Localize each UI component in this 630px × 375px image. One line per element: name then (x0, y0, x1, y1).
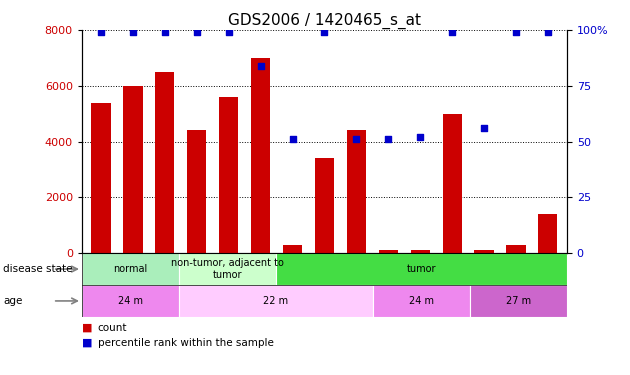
Point (319, 29, 329, 35)
Text: ■: ■ (82, 323, 93, 333)
Bar (379, 251, 398, 253)
Bar (442, 114, 462, 253)
Bar (123, 86, 142, 253)
Point (479, 125, 489, 131)
Bar (538, 214, 558, 253)
Bar (474, 251, 493, 253)
Point (352, 136, 362, 142)
Text: 27 m: 27 m (506, 296, 531, 306)
Text: 22 m: 22 m (263, 296, 289, 306)
Bar (91, 102, 111, 253)
Bar (283, 245, 302, 253)
Text: normal: normal (113, 264, 147, 274)
Point (287, 136, 297, 142)
Point (256, 63, 266, 69)
Text: disease state: disease state (3, 264, 72, 274)
Text: age: age (3, 296, 23, 306)
Bar (315, 158, 334, 253)
Point (224, 29, 234, 35)
Title: GDS2006 / 1420465_s_at: GDS2006 / 1420465_s_at (228, 12, 421, 28)
Point (543, 29, 553, 35)
Bar (219, 97, 238, 253)
Bar (179, 253, 276, 285)
Point (383, 136, 393, 142)
Bar (179, 285, 373, 317)
Text: non-tumor, adjacent to
tumor: non-tumor, adjacent to tumor (171, 258, 284, 280)
Bar (373, 285, 470, 317)
Point (447, 29, 457, 35)
Point (96, 29, 106, 35)
Bar (187, 130, 207, 253)
Bar (82, 285, 179, 317)
Point (160, 29, 170, 35)
Text: tumor: tumor (407, 264, 436, 274)
Text: 24 m: 24 m (409, 296, 434, 306)
Text: 24 m: 24 m (118, 296, 143, 306)
Point (415, 134, 425, 140)
Text: count: count (98, 323, 127, 333)
Bar (411, 251, 430, 253)
Bar (251, 58, 270, 253)
Bar (276, 253, 567, 285)
Bar (470, 285, 567, 317)
Point (128, 29, 138, 35)
Text: ■: ■ (82, 338, 93, 348)
Text: percentile rank within the sample: percentile rank within the sample (98, 338, 273, 348)
Bar (507, 245, 525, 253)
Bar (346, 130, 366, 253)
Point (511, 29, 521, 35)
Bar (82, 253, 179, 285)
Point (192, 29, 202, 35)
Bar (156, 72, 175, 253)
